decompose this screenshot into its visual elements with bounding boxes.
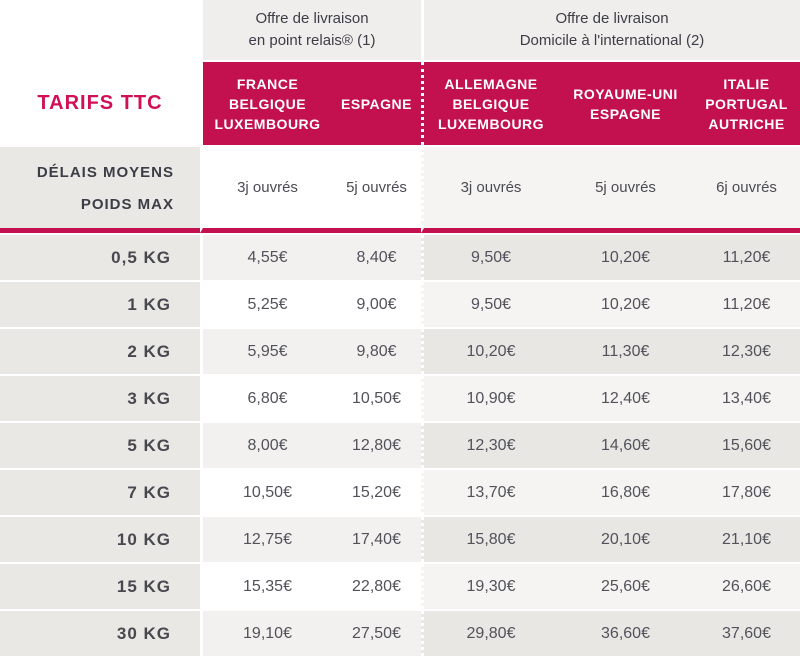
price-cell: 37,60€ — [693, 611, 800, 656]
price-cell: 36,60€ — [558, 611, 693, 656]
column-headers-row: TARIFS TTC FRANCE BELGIQUE LUXEMBOURG ES… — [0, 62, 800, 145]
price-cell: 9,50€ — [421, 282, 558, 327]
price-cell: 12,30€ — [693, 329, 800, 374]
weight-label: 10 KG — [0, 517, 200, 562]
price-cell: 11,30€ — [558, 329, 693, 374]
price-cell: 13,40€ — [693, 376, 800, 421]
weight-label: 1 KG — [0, 282, 200, 327]
price-cell: 9,00€ — [332, 282, 421, 327]
poids-max-label: POIDS MAX — [80, 196, 174, 213]
price-cell: 15,35€ — [200, 564, 332, 609]
page-title: TARIFS TTC — [0, 62, 200, 145]
column-header-italie-portugal-autriche: ITALIE PORTUGAL AUTRICHE — [693, 62, 800, 145]
delay-cell: 6j ouvrés — [693, 147, 800, 233]
price-cell: 4,55€ — [200, 235, 332, 280]
price-cell: 14,60€ — [558, 423, 693, 468]
table-row: 1 KG 5,25€ 9,00€ 9,50€ 10,20€ 11,20€ — [0, 282, 800, 327]
group-title-point-relais: Offre de livraison en point relais® (1) — [200, 0, 421, 60]
price-cell: 22,80€ — [332, 564, 421, 609]
price-cell: 11,20€ — [693, 282, 800, 327]
price-cell: 12,40€ — [558, 376, 693, 421]
price-cell: 20,10€ — [558, 517, 693, 562]
price-cell: 10,20€ — [558, 282, 693, 327]
price-cell: 17,80€ — [693, 470, 800, 515]
delay-cell: 5j ouvrés — [332, 147, 421, 233]
weight-label: 7 KG — [0, 470, 200, 515]
price-cell: 8,40€ — [332, 235, 421, 280]
table-row: 7 KG 10,50€ 15,20€ 13,70€ 16,80€ 17,80€ — [0, 470, 800, 515]
table-row: 3 KG 6,80€ 10,50€ 10,90€ 12,40€ 13,40€ — [0, 376, 800, 421]
price-cell: 10,90€ — [421, 376, 558, 421]
weight-label: 15 KG — [0, 564, 200, 609]
table-row: 5 KG 8,00€ 12,80€ 12,30€ 14,60€ 15,60€ — [0, 423, 800, 468]
price-cell: 5,95€ — [200, 329, 332, 374]
row-header-cell: DÉLAIS MOYENS POIDS MAX — [0, 147, 200, 233]
price-cell: 10,50€ — [332, 376, 421, 421]
price-cell: 10,20€ — [421, 329, 558, 374]
table-row: 2 KG 5,95€ 9,80€ 10,20€ 11,30€ 12,30€ — [0, 329, 800, 374]
price-cell: 10,20€ — [558, 235, 693, 280]
price-cell: 27,50€ — [332, 611, 421, 656]
price-cell: 9,80€ — [332, 329, 421, 374]
weight-label: 30 KG — [0, 611, 200, 656]
price-cell: 6,80€ — [200, 376, 332, 421]
delay-cell: 5j ouvrés — [558, 147, 693, 233]
weight-label: 5 KG — [0, 423, 200, 468]
group-title-international: Offre de livraison Domicile à l'internat… — [421, 0, 800, 60]
price-cell: 5,25€ — [200, 282, 332, 327]
table-row: 10 KG 12,75€ 17,40€ 15,80€ 20,10€ 21,10€ — [0, 517, 800, 562]
column-header-france-belgique-luxembourg: FRANCE BELGIQUE LUXEMBOURG — [200, 62, 332, 145]
price-cell: 10,50€ — [200, 470, 332, 515]
price-cell: 13,70€ — [421, 470, 558, 515]
price-cell: 11,20€ — [693, 235, 800, 280]
delay-cell: 3j ouvrés — [200, 147, 332, 233]
price-cell: 12,80€ — [332, 423, 421, 468]
price-cell: 17,40€ — [332, 517, 421, 562]
weight-label: 2 KG — [0, 329, 200, 374]
table-row: 15 KG 15,35€ 22,80€ 19,30€ 25,60€ 26,60€ — [0, 564, 800, 609]
group-titles-row: Offre de livraison en point relais® (1) … — [0, 0, 800, 60]
table-body: 0,5 KG 4,55€ 8,40€ 9,50€ 10,20€ 11,20€ 1… — [0, 235, 800, 656]
column-header-royaume-uni-espagne: ROYAUME-UNI ESPAGNE — [558, 62, 693, 145]
price-cell: 19,10€ — [200, 611, 332, 656]
price-cell: 8,00€ — [200, 423, 332, 468]
price-cell: 16,80€ — [558, 470, 693, 515]
corner-spacer — [0, 0, 200, 60]
price-cell: 12,30€ — [421, 423, 558, 468]
price-cell: 15,80€ — [421, 517, 558, 562]
table-row: 0,5 KG 4,55€ 8,40€ 9,50€ 10,20€ 11,20€ — [0, 235, 800, 280]
price-cell: 26,60€ — [693, 564, 800, 609]
price-cell: 9,50€ — [421, 235, 558, 280]
weight-label: 0,5 KG — [0, 235, 200, 280]
weight-label: 3 KG — [0, 376, 200, 421]
table-row: 30 KG 19,10€ 27,50€ 29,80€ 36,60€ 37,60€ — [0, 611, 800, 656]
price-cell: 25,60€ — [558, 564, 693, 609]
price-cell: 29,80€ — [421, 611, 558, 656]
column-header-allemagne-belgique-luxembourg: ALLEMAGNE BELGIQUE LUXEMBOURG — [421, 62, 558, 145]
price-cell: 19,30€ — [421, 564, 558, 609]
price-cell: 12,75€ — [200, 517, 332, 562]
delais-moyens-label: DÉLAIS MOYENS — [36, 164, 174, 181]
price-cell: 15,60€ — [693, 423, 800, 468]
price-cell: 21,10€ — [693, 517, 800, 562]
column-header-espagne: ESPAGNE — [332, 62, 421, 145]
delays-row: DÉLAIS MOYENS POIDS MAX 3j ouvrés 5j ouv… — [0, 147, 800, 233]
delay-cell: 3j ouvrés — [421, 147, 558, 233]
price-cell: 15,20€ — [332, 470, 421, 515]
